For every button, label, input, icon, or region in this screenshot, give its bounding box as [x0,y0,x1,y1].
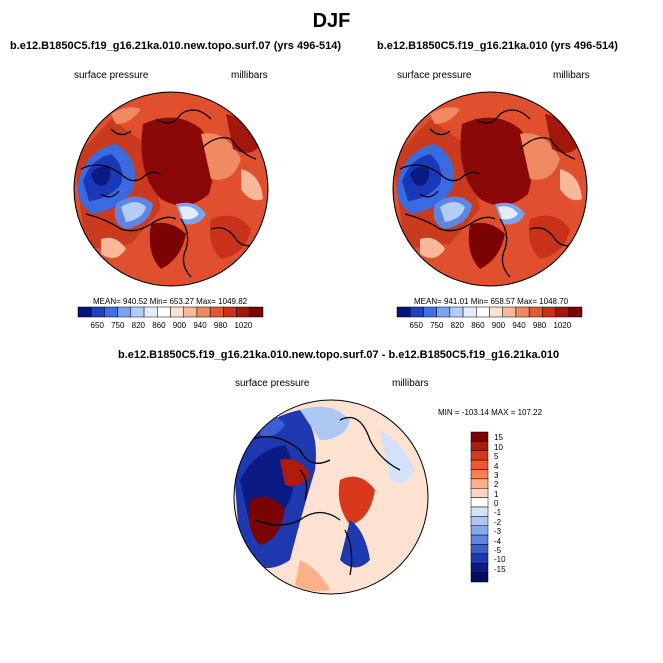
panel3-title: b.e12.B1850C5.f19_g16.21ka.010.new.topo.… [118,349,560,361]
colorbar-swatch [196,306,211,318]
colorbar-swatch [515,306,530,318]
panel2-units-label: millibars [553,70,590,81]
colorbar-tick-label: 15 [494,433,503,443]
colorbar-tick-label: -4 [494,536,502,546]
colorbar-swatch [470,553,489,564]
colorbar-swatch [249,306,264,318]
colorbar-swatch [470,469,489,480]
colorbar-swatch [470,450,489,461]
colorbar-swatch [470,506,489,517]
colorbar-tick-label: 860 [471,321,485,330]
panel1-title: b.e12.B1850C5.f19_g16.21ka.010.new.topo.… [10,40,341,52]
colorbar-tick-label: -3 [494,527,502,537]
colorbar-tick-label: 820 [131,321,146,330]
colorbar-tick-label: 650 [90,321,104,330]
colorbar-tick-label: 4 [494,461,499,471]
colorbar-swatch [489,306,503,318]
colorbar-tick-label: 5 [494,452,499,462]
colorbar-swatch [77,306,92,318]
colorbar-swatch [396,306,411,318]
colorbar-tick-label: 860 [152,321,166,330]
colorbar-top-left [77,306,264,318]
colorbar-swatch [170,306,184,318]
colorbar-top-right [396,306,583,318]
panel3-variable-label: surface pressure [235,378,310,389]
colorbar-swatch [470,459,489,470]
colorbar-tick-label: 980 [532,321,547,330]
colorbar-swatch [130,306,145,318]
colorbar-swatch [209,306,224,318]
colorbar-swatch [470,534,489,545]
colorbar-swatch [436,306,451,318]
colorbar-swatch [470,563,489,573]
panel3-stats: MIN = -103.14 MAX = 107.22 [438,408,543,417]
colorbar-swatch [104,306,118,318]
colorbar-tick-label: 980 [213,321,228,330]
colorbar-swatch [90,306,105,318]
panel2-colorbar-labels: 650 750 820 860 900 940 980 1020 [397,321,582,331]
colorbar-swatch [470,431,489,442]
colorbar-swatch [470,572,489,583]
colorbar-tick-label: 900 [172,321,187,330]
colorbar-tick-label: -2 [494,517,502,527]
colorbar-swatch [462,306,477,318]
colorbar-swatch [223,306,237,318]
colorbar-swatch [423,306,437,318]
colorbar-tick-label: 650 [409,321,423,330]
colorbar-swatch [470,525,489,536]
colorbar-tick-label: 1020 [234,321,253,330]
page-title: DJF [312,10,351,32]
colorbar-tick-label: 940 [193,321,207,330]
colorbar-tick-label: -15 [494,564,506,574]
panel3-units-label: millibars [392,378,429,389]
colorbar-tick-label: 750 [111,321,125,330]
colorbar-swatch [502,306,517,318]
panel2-variable-label: surface pressure [397,70,472,81]
panel2-title: b.e12.B1850C5.f19_g16.21ka.010 (yrs 496-… [377,40,618,52]
panel1-colorbar-labels: 650 750 820 860 900 940 980 1020 [78,321,263,331]
colorbar-swatch [470,478,489,489]
colorbar-swatch [470,488,489,498]
colorbar-swatch [470,441,489,451]
colorbar-swatch [449,306,464,318]
colorbar-swatch [470,544,489,555]
colorbar-swatch [143,306,158,318]
colorbar-swatch [470,516,489,526]
colorbar-swatch [470,497,489,508]
colorbar-swatch [409,306,424,318]
colorbar-swatch [542,306,556,318]
colorbar-tick-label: 0 [494,499,499,508]
colorbar-swatch [183,306,198,318]
colorbar-tick-label: -5 [494,545,502,555]
colorbar-tick-label: 820 [450,321,465,330]
panel1-units-label: millibars [231,70,268,81]
colorbar-tick-label: 1 [494,489,499,499]
panel1-stats: MEAN= 940.52 Min= 653.27 Max= 1049.82 [93,297,248,306]
panel3-colorbar-labels: 15 10 5 4 3 2 1 0 -1 -2 -3 -4 -5 -10 -15 [492,430,522,585]
colorbar-tick-label: -1 [494,508,502,518]
colorbar-tick-label: 750 [430,321,444,330]
colorbar-tick-label: 940 [512,321,526,330]
panel1-variable-label: surface pressure [74,70,149,81]
colorbar-swatch [568,306,583,318]
colorbar-diff [470,431,489,583]
colorbar-tick-label: 10 [494,442,503,452]
colorbar-swatch [236,306,251,318]
colorbar-tick-label: 900 [491,321,506,330]
colorbar-swatch [528,306,543,318]
colorbar-swatch [555,306,570,318]
panel2-stats: MEAN= 941.01 Min= 658.57 Max= 1048.70 [414,297,569,306]
colorbar-tick-label: 2 [494,480,499,490]
colorbar-tick-label: 1020 [553,321,572,330]
colorbar-swatch [157,306,171,318]
colorbar-swatch [476,306,490,318]
colorbar-tick-label: -10 [494,555,506,565]
colorbar-tick-label: 3 [494,470,499,480]
colorbar-swatch [117,306,132,318]
